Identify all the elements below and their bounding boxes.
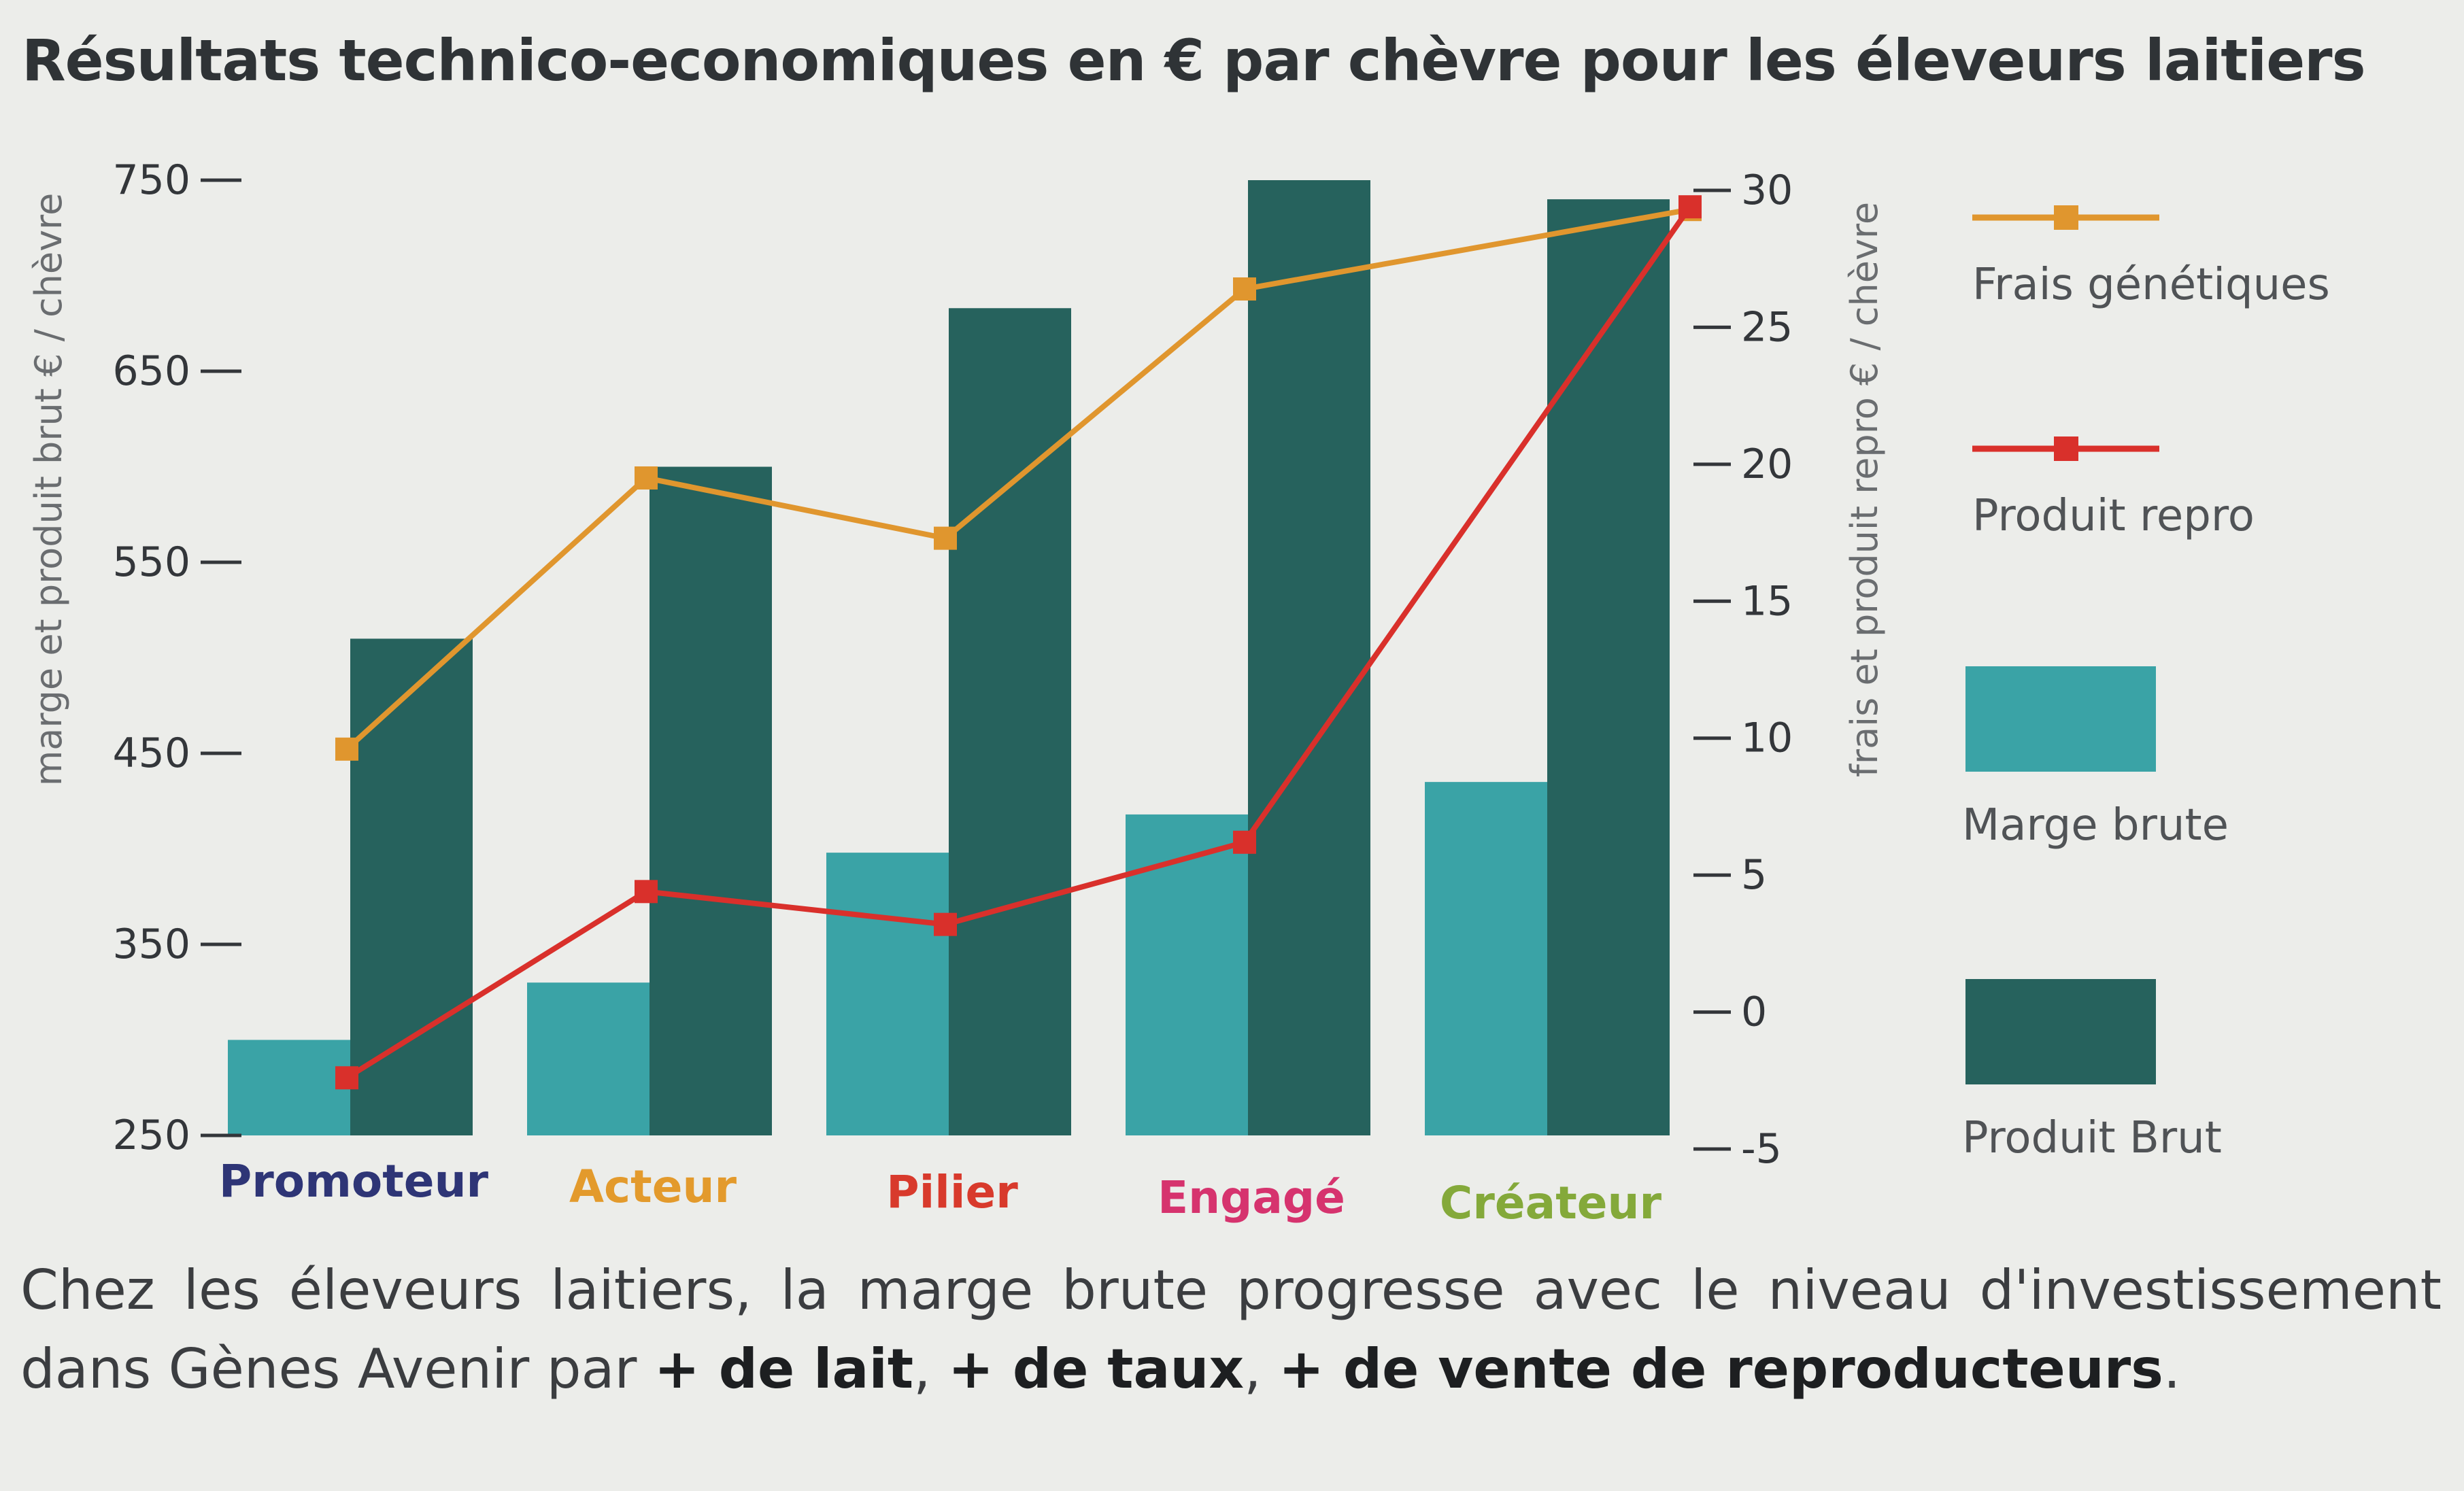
bar-marge-brute-2 [527, 982, 649, 1135]
category-label: Acteur [569, 1161, 737, 1213]
point-frais-genetiques-1 [335, 737, 358, 761]
left-axis: 250 350 450 550 650 750 marge et produit brut … [27, 156, 241, 1159]
point-produit-repro-4 [1233, 830, 1256, 854]
caption-bold-taux: + de taux [948, 1337, 1245, 1401]
caption-text: Chez les éleveurs laitiers, la marge bru… [20, 1258, 2442, 1401]
bar-produit-brut-2 [649, 466, 772, 1135]
right-tick-label: 10 [1741, 715, 1793, 762]
point-produit-repro-5 [1678, 195, 1702, 219]
caption: Chez les éleveurs laitiers, la marge bru… [20, 1251, 2442, 1409]
category-label: Créateur [1440, 1177, 1662, 1229]
legend-label-produit-repro: Produit repro [1972, 491, 2255, 541]
right-axis-label: frais et produit repro € / chèvre [1843, 202, 1886, 777]
right-axis: -5 0 5 10 15 20 25 30 frais et produit repro € /… [1693, 167, 1886, 1173]
bar-produit-brut-4 [1248, 180, 1370, 1135]
left-tick-label: 250 [112, 1112, 190, 1159]
chart-title: Résultats technico-economiques en € par … [22, 27, 2366, 94]
point-frais-genetiques-3 [934, 526, 957, 550]
bar-marge-brute-4 [1126, 814, 1248, 1135]
bar-produit-brut-3 [949, 308, 1071, 1135]
category-label: Pilier [886, 1166, 1018, 1218]
bar-produit-brut-1 [350, 638, 473, 1135]
point-produit-repro-3 [934, 912, 957, 936]
right-tick-label: 20 [1741, 441, 1793, 488]
point-frais-genetiques-2 [635, 466, 658, 490]
legend-label-marge-brute: Marge brute [1962, 800, 2229, 851]
caption-bold-lait: + de lait [654, 1337, 914, 1401]
point-produit-repro-2 [635, 880, 658, 904]
lines-layer [335, 195, 1702, 1090]
left-tick-label: 350 [112, 921, 190, 968]
left-tick-label: 750 [112, 156, 190, 204]
bar-marge-brute-1 [228, 1040, 350, 1135]
point-frais-genetiques-4 [1233, 277, 1256, 301]
point-produit-repro-1 [335, 1066, 358, 1090]
caption-sep: , [1244, 1337, 1279, 1401]
legend-marker-produit-repro [2054, 436, 2078, 461]
caption-end: . [2163, 1337, 2181, 1401]
legend: Frais génétiques Produit repro Marge brute… [1962, 205, 2330, 1163]
right-tick-label: 0 [1741, 989, 1767, 1036]
right-tick-label: 5 [1741, 851, 1767, 899]
bars-layer [228, 180, 1670, 1136]
category-label: Engagé [1158, 1171, 1345, 1224]
category-label: Promoteur [219, 1155, 489, 1207]
legend-label-produit-brut: Produit Brut [1962, 1113, 2222, 1163]
legend-label-frais-genetiques: Frais génétiques [1972, 260, 2330, 310]
right-tick-label: 30 [1741, 167, 1793, 214]
left-tick-label: 550 [112, 538, 190, 586]
category-labels: Promoteur Acteur Pilier Engagé Créateur [219, 1155, 1662, 1229]
right-tick-label: -5 [1741, 1125, 1782, 1173]
caption-bold-vente: + de vente de reproducteurs [1278, 1337, 2163, 1401]
bar-produit-brut-5 [1547, 199, 1670, 1136]
left-tick-label: 450 [112, 730, 190, 777]
right-tick-label: 15 [1741, 577, 1793, 625]
bar-marge-brute-5 [1425, 782, 1547, 1135]
left-tick-label: 650 [112, 347, 190, 395]
bar-marge-brute-3 [826, 853, 949, 1135]
legend-swatch-produit-brut [1965, 979, 2156, 1084]
left-axis-label: marge et produit brut € / chèvre [27, 193, 70, 787]
caption-sep: , [913, 1337, 949, 1401]
legend-marker-frais-genetiques [2054, 205, 2078, 230]
right-tick-label: 25 [1741, 303, 1793, 351]
legend-swatch-marge-brute [1965, 666, 2156, 772]
